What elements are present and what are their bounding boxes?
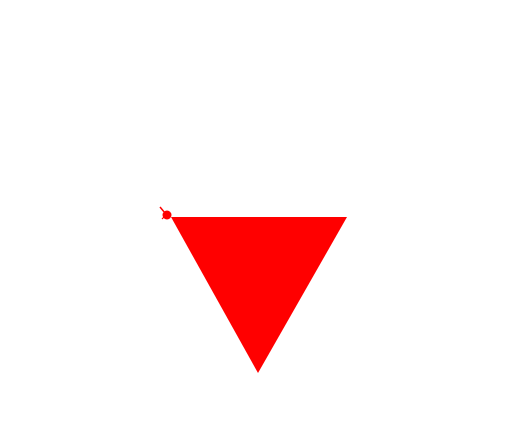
marker-tick — [160, 207, 165, 213]
marker-dot-icon — [160, 207, 172, 220]
down-triangle-shape — [171, 217, 347, 373]
